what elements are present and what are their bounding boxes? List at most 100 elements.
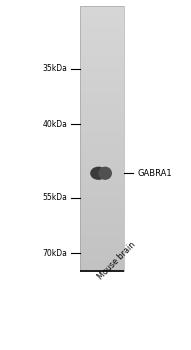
- Bar: [80, 174, 124, 175]
- Bar: [80, 180, 124, 181]
- Bar: [80, 113, 124, 114]
- Bar: [80, 176, 124, 177]
- Bar: [80, 245, 124, 246]
- Bar: [80, 267, 124, 268]
- Bar: [80, 70, 124, 71]
- Bar: [80, 183, 124, 184]
- Bar: [80, 75, 124, 76]
- Bar: [80, 90, 124, 91]
- Bar: [80, 88, 124, 89]
- Bar: [80, 65, 124, 66]
- Bar: [80, 9, 124, 10]
- Bar: [80, 66, 124, 67]
- Bar: [80, 58, 124, 59]
- Bar: [80, 225, 124, 227]
- Bar: [80, 175, 124, 176]
- Bar: [80, 247, 124, 248]
- Bar: [80, 140, 124, 141]
- Bar: [80, 198, 124, 200]
- Bar: [80, 155, 124, 156]
- Bar: [80, 173, 124, 174]
- Bar: [80, 233, 124, 235]
- Bar: [80, 73, 124, 74]
- Bar: [80, 167, 124, 168]
- Bar: [80, 187, 124, 188]
- Bar: [80, 53, 124, 55]
- Bar: [80, 104, 124, 105]
- Bar: [80, 119, 124, 120]
- Bar: [80, 43, 124, 44]
- Bar: [80, 204, 124, 205]
- Bar: [80, 35, 124, 36]
- Bar: [80, 46, 124, 48]
- Bar: [80, 54, 124, 55]
- Bar: [80, 94, 124, 95]
- Bar: [80, 43, 124, 45]
- Bar: [80, 107, 124, 108]
- Bar: [80, 149, 124, 151]
- Bar: [80, 39, 124, 40]
- Bar: [80, 80, 124, 81]
- Bar: [80, 101, 124, 102]
- Bar: [80, 136, 124, 138]
- Bar: [80, 241, 124, 243]
- Bar: [80, 195, 124, 197]
- Bar: [80, 134, 124, 136]
- Bar: [80, 105, 124, 106]
- Bar: [80, 128, 124, 130]
- Bar: [80, 79, 124, 80]
- Bar: [80, 10, 124, 11]
- Bar: [80, 25, 124, 26]
- Bar: [80, 19, 124, 20]
- Bar: [80, 211, 124, 212]
- Bar: [80, 118, 124, 119]
- Bar: [80, 112, 124, 114]
- Bar: [80, 210, 124, 212]
- Bar: [80, 243, 124, 244]
- Bar: [80, 74, 124, 75]
- Bar: [80, 212, 124, 214]
- Bar: [80, 51, 124, 52]
- Bar: [80, 78, 124, 79]
- Bar: [80, 244, 124, 245]
- Bar: [80, 217, 124, 218]
- Bar: [80, 208, 124, 209]
- Bar: [80, 172, 124, 173]
- Bar: [80, 222, 124, 223]
- Bar: [80, 249, 124, 251]
- Bar: [80, 76, 124, 77]
- Bar: [80, 261, 124, 262]
- Bar: [80, 201, 124, 202]
- Bar: [80, 237, 124, 238]
- Bar: [80, 203, 124, 205]
- Bar: [80, 181, 124, 183]
- Bar: [80, 232, 124, 233]
- Bar: [80, 185, 124, 186]
- Bar: [80, 169, 124, 170]
- Bar: [80, 182, 124, 183]
- Bar: [80, 77, 124, 78]
- Bar: [80, 144, 124, 146]
- Bar: [80, 21, 124, 23]
- Bar: [80, 269, 124, 270]
- Bar: [80, 216, 124, 217]
- Bar: [80, 83, 124, 84]
- Bar: [80, 207, 124, 208]
- Bar: [80, 219, 124, 220]
- Bar: [80, 68, 124, 70]
- Bar: [80, 199, 124, 200]
- Bar: [80, 93, 124, 94]
- Bar: [80, 82, 124, 84]
- Bar: [80, 115, 124, 116]
- Bar: [80, 152, 124, 153]
- Bar: [80, 142, 124, 143]
- Bar: [80, 191, 124, 192]
- Bar: [80, 227, 124, 229]
- Bar: [80, 100, 124, 101]
- Bar: [80, 50, 124, 51]
- Bar: [80, 232, 124, 234]
- Bar: [80, 236, 124, 237]
- Bar: [80, 253, 124, 254]
- Bar: [80, 268, 124, 269]
- Bar: [80, 270, 124, 271]
